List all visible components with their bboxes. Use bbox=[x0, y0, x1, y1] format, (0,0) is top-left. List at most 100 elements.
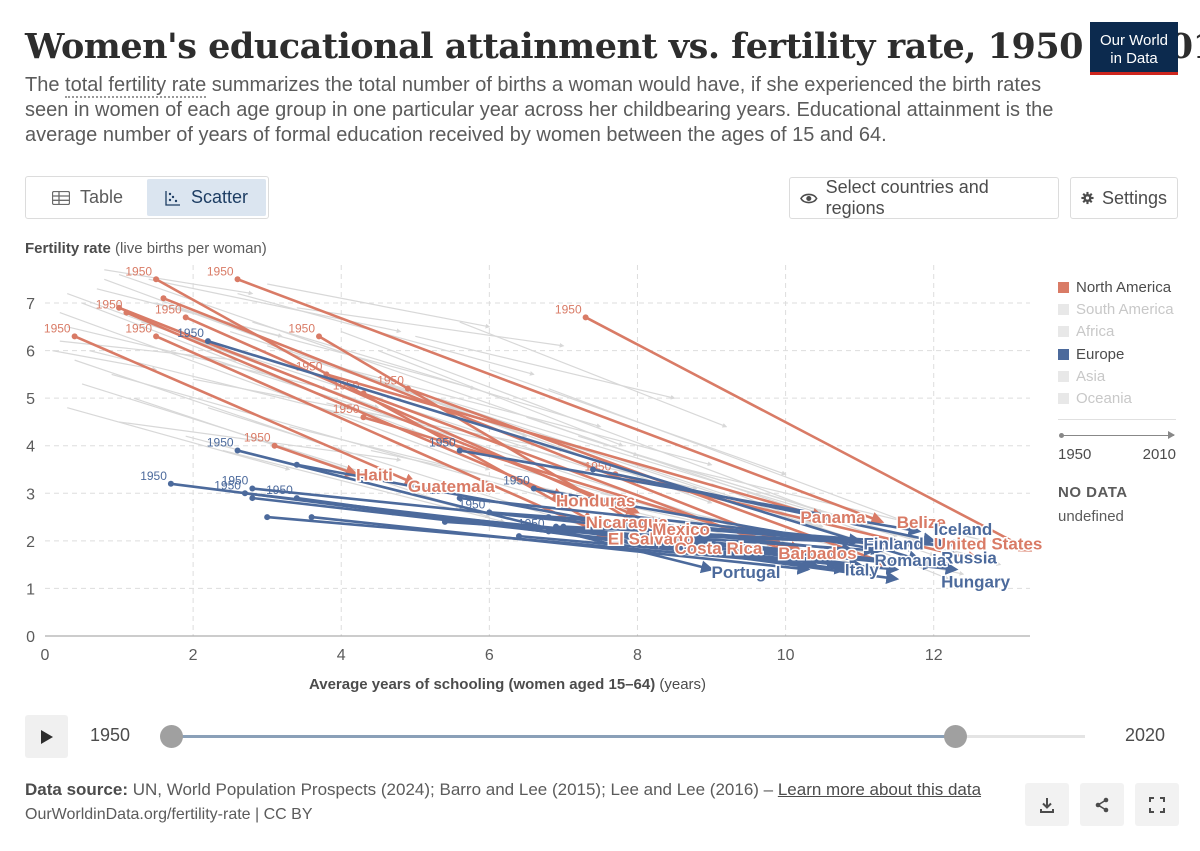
series-line-austria bbox=[518, 534, 900, 575]
timeline-start-handle[interactable] bbox=[160, 725, 183, 748]
start-year-label: 1950 bbox=[266, 483, 293, 497]
country-label-guatemala: Guatemala bbox=[408, 477, 495, 496]
tab-scatter-label: Scatter bbox=[190, 187, 249, 207]
y-axis-label-bold: Fertility rate bbox=[25, 240, 111, 257]
play-icon bbox=[40, 729, 53, 744]
legend-swatch bbox=[1058, 326, 1069, 338]
y-tick-label: 3 bbox=[26, 486, 35, 503]
series-start-point-portugal bbox=[234, 447, 241, 454]
region-legend: North America South America Africa Europe As… bbox=[1058, 276, 1178, 410]
legend-item-europe[interactable]: Europe bbox=[1058, 343, 1178, 365]
legend-swatch bbox=[1058, 303, 1069, 315]
series-start-point-france bbox=[456, 495, 463, 502]
country-label-hungary: Hungary bbox=[941, 572, 1011, 591]
scatter-icon bbox=[165, 190, 180, 206]
legend-item-asia[interactable]: Asia bbox=[1058, 365, 1178, 387]
y-tick-label: 6 bbox=[26, 344, 35, 361]
legend-label: Africa bbox=[1076, 323, 1115, 341]
country-label-haiti: Haiti bbox=[356, 465, 393, 484]
series-start-point-denmark bbox=[545, 514, 552, 521]
timeline-end-handle[interactable] bbox=[944, 725, 967, 748]
series-start-point-poland bbox=[293, 461, 300, 468]
series-start-point-jamaica bbox=[160, 295, 167, 302]
legend-item-north-america[interactable]: North America bbox=[1058, 276, 1178, 298]
series-start-point-el-salvado bbox=[153, 333, 160, 340]
start-year-label: 1950 bbox=[555, 302, 582, 316]
x-tick-label: 12 bbox=[925, 647, 943, 664]
series-start-point-russia bbox=[204, 338, 211, 345]
series-start-point-ireland bbox=[590, 466, 597, 473]
y-tick-label: 5 bbox=[26, 391, 35, 408]
legend-item-africa[interactable]: Africa bbox=[1058, 321, 1178, 343]
series-start-point-czechia bbox=[390, 509, 397, 516]
tab-scatter[interactable]: Scatter bbox=[147, 179, 266, 216]
series-line-ireland bbox=[592, 468, 937, 546]
timeline-selected-range bbox=[171, 735, 955, 738]
highlighted-series: 1950195019501950195019501950195019501950… bbox=[44, 264, 1033, 584]
series-line-el-salvado bbox=[155, 335, 611, 538]
series-start-point-united-states bbox=[582, 314, 589, 321]
background-country-line bbox=[67, 407, 291, 471]
scatter-chart: 1950195019501950195019501950195019501950… bbox=[26, 264, 1044, 693]
legend-item-oceania[interactable]: Oceania bbox=[1058, 387, 1178, 409]
eye-icon bbox=[800, 193, 818, 203]
series-start-point-norway bbox=[486, 509, 493, 516]
series-start-point-belgium bbox=[441, 518, 448, 525]
legend-label: Oceania bbox=[1076, 390, 1132, 408]
x-tick-label: 6 bbox=[485, 647, 494, 664]
x-tick-label: 8 bbox=[633, 647, 642, 664]
background-country-line bbox=[104, 269, 254, 296]
legend-item-south-america[interactable]: South America bbox=[1058, 298, 1178, 320]
source-url[interactable]: OurWorldinData.org/fertility-rate | CC B… bbox=[25, 806, 313, 823]
subtitle-text-end: summarizes the total number of births a … bbox=[25, 74, 1054, 146]
background-country-line bbox=[207, 407, 602, 533]
y-axis-label-unit: (live births per woman) bbox=[110, 240, 267, 257]
start-year-label: 1950 bbox=[244, 431, 271, 445]
subtitle-text-start: The bbox=[25, 74, 66, 96]
start-year-label: 1950 bbox=[429, 483, 456, 497]
x-tick-label: 4 bbox=[337, 647, 346, 664]
country-label-portugal: Portugal bbox=[712, 563, 781, 582]
time-legend-start: 1950 bbox=[1058, 446, 1092, 463]
download-button[interactable] bbox=[1025, 783, 1069, 826]
learn-more-link[interactable]: Learn more about this data bbox=[777, 780, 982, 799]
tab-table[interactable]: Table bbox=[28, 179, 147, 216]
share-button[interactable] bbox=[1080, 783, 1124, 826]
owid-logo[interactable]: Our World in Data bbox=[1090, 22, 1178, 75]
x-tick-label: 2 bbox=[189, 647, 198, 664]
country-label-romania: Romania bbox=[874, 551, 946, 570]
series-start-point-barbados bbox=[360, 390, 367, 397]
background-country-line bbox=[459, 321, 728, 428]
settings-button[interactable]: Settings bbox=[1070, 177, 1178, 219]
logo-line-1: Our World bbox=[1099, 32, 1169, 49]
series-start-point-spain bbox=[308, 514, 315, 521]
start-year-label: 1950 bbox=[503, 474, 530, 488]
timeline-start-year: 1950 bbox=[90, 725, 131, 745]
legend-swatch bbox=[1058, 393, 1069, 405]
start-year-label: 1950 bbox=[125, 321, 152, 335]
select-countries-button[interactable]: Select countries and regions bbox=[789, 177, 1059, 219]
legend-label: South America bbox=[1076, 300, 1174, 318]
start-year-label: 1950 bbox=[207, 436, 234, 450]
fullscreen-icon bbox=[1149, 796, 1165, 813]
share-icon bbox=[1095, 797, 1109, 812]
series-start-point-cuba bbox=[404, 385, 411, 392]
start-year-label: 1950 bbox=[44, 321, 71, 335]
x-axis-label: Average years of schooling (women aged 1… bbox=[309, 676, 706, 693]
background-country-line bbox=[267, 283, 491, 329]
series-start-point-belize bbox=[234, 276, 241, 283]
start-year-label: 1950 bbox=[140, 469, 167, 483]
country-label-belize: Belize bbox=[897, 513, 946, 532]
play-button[interactable] bbox=[25, 715, 68, 758]
series-line-trinidad-and-tobago bbox=[363, 415, 803, 554]
country-label-barbados: Barbados bbox=[778, 544, 856, 563]
fullscreen-button[interactable] bbox=[1135, 783, 1179, 826]
fertility-rate-definition-link[interactable]: total fertility rate bbox=[65, 74, 207, 98]
series-start-point-trinidad-and-tobago bbox=[360, 414, 367, 421]
data-source-label: Data source: bbox=[25, 780, 128, 799]
country-label-iceland: Iceland bbox=[934, 520, 993, 539]
series-start-point-iceland bbox=[456, 447, 463, 454]
series-line-costa-rica bbox=[318, 335, 677, 547]
background-country-line bbox=[52, 350, 158, 372]
series-start-point-dominican-republic bbox=[116, 304, 123, 311]
